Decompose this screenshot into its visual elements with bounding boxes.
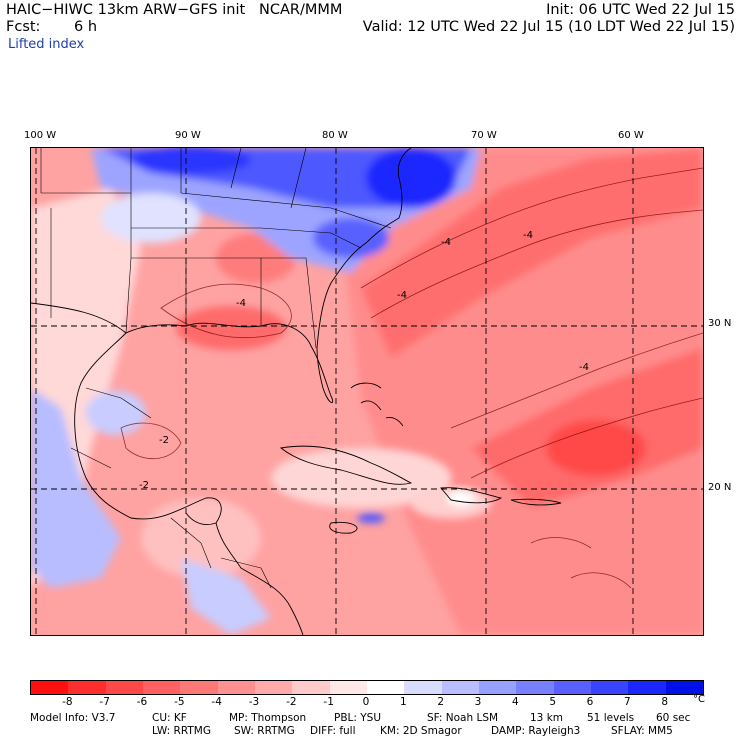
levels: 51 levels <box>587 712 635 724</box>
colorbar-tick-label: -6 <box>136 696 148 708</box>
colorbar-cell <box>628 681 666 694</box>
lon-label-60w: 60 W <box>618 130 644 141</box>
pbl-scheme: PBL: YSU <box>334 712 382 724</box>
valid-time: Valid: 12 UTC Wed 22 Jul 15 (10 LDT Wed … <box>362 19 735 35</box>
diffusion-setting: DIFF: full <box>310 725 356 737</box>
colorbar-tick-label: -3 <box>248 696 260 708</box>
shaded-field <box>31 148 703 635</box>
cumulus-scheme: CU: KF <box>152 712 187 724</box>
contour-label: -4 <box>236 298 246 309</box>
colorbar-cell <box>441 681 479 694</box>
colorbar-tick-label: -5 <box>174 696 185 708</box>
forecast-label: Fcst: <box>6 19 41 35</box>
colorbar <box>30 680 704 695</box>
lat-label-20n: 20 N <box>708 482 732 493</box>
colorbar-tick-label: 6 <box>586 696 594 708</box>
colorbar-cell <box>665 681 703 694</box>
lon-label-70w: 70 W <box>471 130 497 141</box>
colorbar-cell <box>329 681 367 694</box>
colorbar-tick-label: 8 <box>661 696 668 708</box>
colorbar-cell <box>404 681 442 694</box>
colorbar-tick-label: 4 <box>511 696 519 708</box>
microphysics-scheme: MP: Thompson <box>229 712 307 724</box>
grid-lines <box>31 148 703 635</box>
colorbar-tick-label: 7 <box>623 696 631 708</box>
model-title: HAIC−HIWC 13km ARW−GFS init NCAR/MMM <box>6 2 343 18</box>
colorbar-tick-label: 5 <box>549 696 556 708</box>
colorbar-tick-label: -4 <box>211 696 222 708</box>
lon-label-80w: 80 W <box>322 130 348 141</box>
colorbar-tick-label: 3 <box>474 696 482 708</box>
surface-layer-scheme: SFLAY: MM5 <box>611 725 673 737</box>
colorbar-tick-label: -2 <box>286 696 297 708</box>
lon-label-100w: 100 W <box>24 130 57 141</box>
coastlines <box>31 148 562 635</box>
colorbar-tick-label: -1 <box>323 696 334 708</box>
longwave-scheme: LW: RRTMG <box>152 725 211 737</box>
contour-label: -2 <box>139 480 149 491</box>
colorbar-cell <box>254 681 293 694</box>
lon-label-90w: 90 W <box>175 130 201 141</box>
model-version: Model Info: V3.7 <box>30 712 116 724</box>
colorbar-cell <box>31 681 69 694</box>
colorbar-tick-label: -8 <box>62 696 73 708</box>
colorbar-cell <box>478 681 517 694</box>
colorbar-cell <box>180 681 218 694</box>
colorbar-tick-label: 1 <box>399 696 407 708</box>
contour-label: -2 <box>159 435 169 446</box>
colorbar-tick-label: 2 <box>437 696 444 708</box>
colorbar-cell <box>142 681 181 694</box>
colorbar-tick-label: 0 <box>362 696 370 708</box>
lat-label-30n: 30 N <box>708 318 732 329</box>
timestep: 60 sec <box>656 712 691 724</box>
contour-label: -4 <box>441 237 451 248</box>
surface-scheme: SF: Noah LSM <box>427 712 499 724</box>
colorbar-tick-label: -7 <box>99 696 110 708</box>
contour-label: -4 <box>397 290 407 301</box>
colorbar-cell <box>217 681 255 694</box>
km-setting: KM: 2D Smagor <box>380 725 462 737</box>
map-canvas: -4 -4 -4 -4 -4 -2 -2 <box>31 148 703 635</box>
shortwave-scheme: SW: RRTMG <box>234 725 295 737</box>
colorbar-cell <box>105 681 143 694</box>
colorbar-cell <box>366 681 405 694</box>
damping-setting: DAMP: Rayleigh3 <box>491 725 581 737</box>
lifted-index-map: -4 -4 -4 -4 -4 -2 -2 <box>30 147 704 636</box>
colorbar-unit: °C <box>693 694 705 705</box>
init-time: Init: 06 UTC Wed 22 Jul 15 <box>546 2 735 18</box>
contour-label: -4 <box>523 230 533 241</box>
forecast-hour: 6 h <box>74 19 98 35</box>
colorbar-cell <box>68 681 106 694</box>
colorbar-cell <box>292 681 330 694</box>
field-name: Lifted index <box>8 37 85 52</box>
state-borders <box>40 148 392 589</box>
colorbar-cell <box>553 681 591 694</box>
resolution: 13 km <box>530 712 564 724</box>
contour-lines <box>120 167 703 589</box>
colorbar-cell <box>516 681 554 694</box>
colorbar-cell <box>590 681 629 694</box>
contour-label: -4 <box>579 362 589 373</box>
